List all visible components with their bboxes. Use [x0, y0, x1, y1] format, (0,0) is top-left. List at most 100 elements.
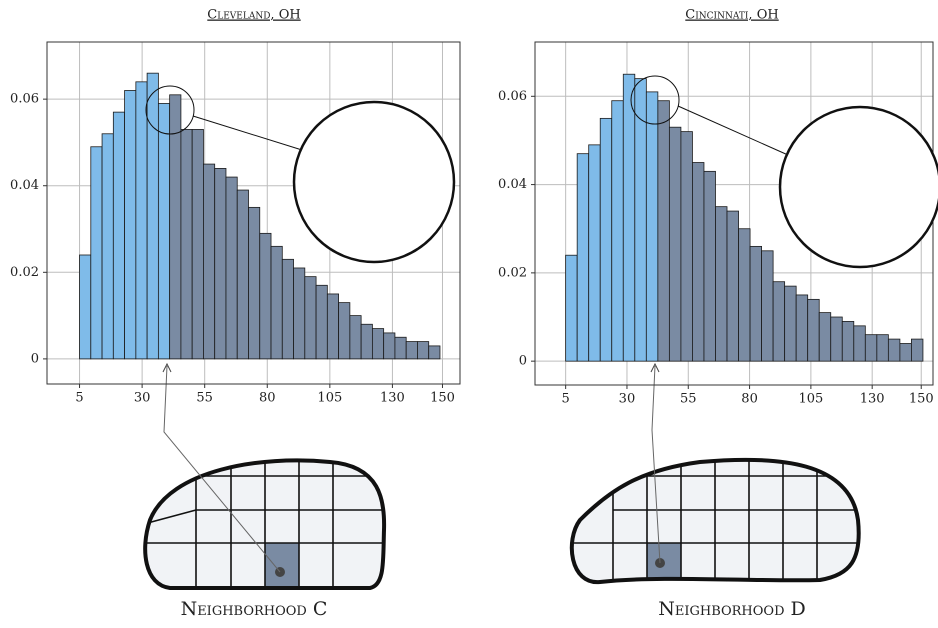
plot-frame: [46, 41, 461, 385]
bar: [864, 334, 878, 362]
bar: [360, 323, 373, 360]
bar: [703, 170, 716, 362]
y-tick-label: 0.04: [498, 177, 527, 192]
bar: [645, 91, 659, 362]
bar: [405, 341, 418, 360]
bar: [622, 73, 636, 362]
bar: [417, 341, 430, 360]
zoom-lens: [292, 100, 456, 264]
bar: [784, 285, 797, 362]
bar: [692, 162, 705, 362]
bar: [911, 338, 924, 362]
bar: [657, 100, 670, 362]
bar: [841, 321, 855, 362]
bar: [761, 250, 774, 362]
bar: [315, 284, 328, 360]
zoom-lens: [778, 105, 938, 269]
bar: [749, 245, 762, 362]
bar: [394, 336, 407, 360]
y-tick-label: 0: [31, 351, 39, 366]
x-tick-label: 150: [430, 391, 455, 406]
y-tick-label: 0.04: [10, 178, 39, 193]
zoom-source: [145, 85, 195, 135]
zoom-connector: [192, 115, 303, 151]
neighborhood-label: Neighborhood C: [181, 598, 328, 620]
bar: [191, 129, 204, 360]
bar: [135, 81, 148, 360]
y-tick-label: 0.06: [10, 92, 39, 107]
x-tick-label: 105: [317, 391, 342, 406]
bar: [338, 302, 351, 360]
x-tick-label: 105: [798, 392, 823, 407]
bar: [795, 294, 809, 362]
bar: [853, 325, 866, 362]
bar: [634, 78, 647, 362]
x-tick-label: 80: [741, 392, 758, 407]
bar: [668, 126, 682, 362]
bar: [876, 334, 889, 362]
bar: [146, 72, 159, 360]
bar: [611, 100, 624, 362]
bar: [225, 176, 238, 360]
bar: [807, 298, 820, 362]
bar: [726, 210, 739, 362]
bar: [236, 189, 249, 360]
y-tick-label: 0.02: [10, 265, 39, 280]
x-tick-label: 30: [134, 391, 151, 406]
histogram-panel: Cincinnati, OH 0 0.02 0.04 0.06 5 30 55 80 105 130…: [498, 8, 938, 620]
bar: [899, 343, 912, 362]
bar: [259, 232, 272, 360]
bar: [772, 281, 786, 362]
bar: [326, 293, 340, 360]
x-tick-label: 150: [909, 392, 934, 407]
bar: [371, 328, 385, 360]
y-tick-label: 0.02: [498, 265, 527, 280]
map-c: [143, 362, 387, 590]
bar: [565, 254, 578, 362]
bar: [248, 206, 261, 360]
bar: [588, 144, 601, 362]
x-tick-label: 55: [196, 391, 213, 406]
bar: [830, 316, 843, 362]
bar: [112, 111, 125, 360]
bar: [101, 133, 114, 360]
bar: [293, 267, 306, 360]
bar: [349, 315, 362, 360]
bar: [157, 103, 171, 360]
histogram-panel: Cleveland, OH 0 0.02 0.04 0.06 5 30 55 80 105 130 1…: [10, 8, 461, 620]
bar: [214, 168, 227, 360]
x-tick-label: 80: [259, 391, 276, 406]
zoom-connector: [677, 105, 789, 156]
bar: [599, 117, 613, 362]
x-tick-label: 55: [680, 392, 697, 407]
bar: [715, 206, 728, 362]
zoom-source: [630, 75, 680, 125]
y-tick-label: 0: [519, 354, 527, 369]
y-tick-label: 0.06: [498, 89, 527, 104]
bar: [576, 153, 590, 362]
bar: [304, 276, 317, 360]
x-tick-label: 130: [860, 392, 885, 407]
x-tick-label: 130: [380, 391, 405, 406]
x-tick-label: 5: [562, 392, 570, 407]
neighborhood-label: Neighborhood D: [658, 598, 806, 620]
bar: [383, 332, 396, 360]
x-tick-label: 5: [75, 391, 83, 406]
bar: [203, 163, 216, 360]
bar: [428, 345, 441, 360]
bar: [680, 131, 693, 362]
bar: [738, 228, 751, 362]
bar: [887, 338, 901, 362]
map-d: [569, 362, 861, 585]
bar: [281, 258, 294, 360]
bar: [818, 312, 832, 362]
bar: [124, 90, 137, 360]
chart-title: Cleveland, OH: [207, 8, 300, 23]
bar: [270, 245, 283, 360]
bar: [90, 146, 103, 360]
x-tick-label: 30: [619, 392, 636, 407]
bar: [79, 254, 92, 360]
bar: [180, 129, 193, 360]
chart-title: Cincinnati, OH: [685, 8, 778, 23]
